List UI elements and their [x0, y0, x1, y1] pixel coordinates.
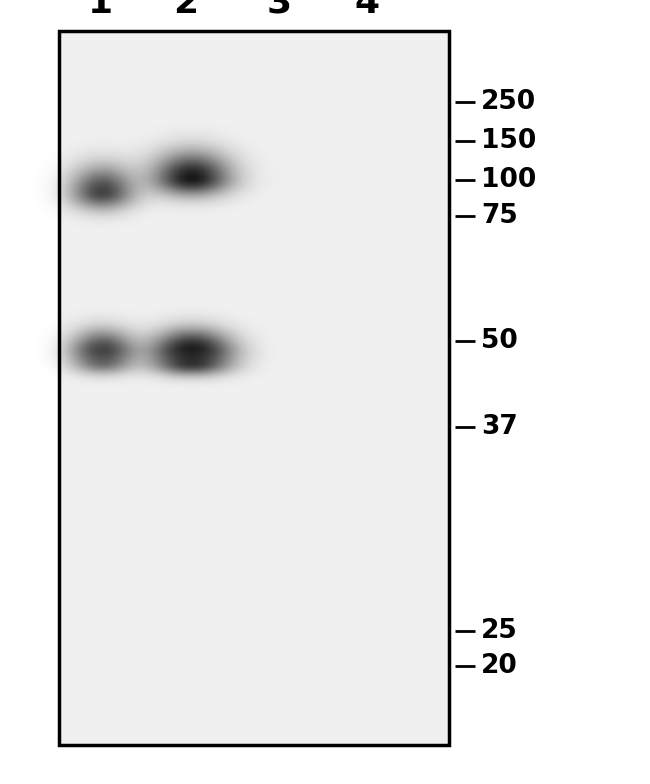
Text: 250: 250	[481, 89, 536, 115]
Text: 3: 3	[267, 0, 292, 20]
Text: 4: 4	[355, 0, 380, 20]
Text: 150: 150	[481, 128, 536, 154]
Text: 75: 75	[481, 202, 518, 229]
Text: 100: 100	[481, 167, 536, 194]
Text: 2: 2	[173, 0, 198, 20]
Bar	[58, 31, 448, 745]
Text: 1: 1	[88, 0, 113, 20]
Text: 50: 50	[481, 328, 518, 354]
Text: 20: 20	[481, 653, 518, 680]
Text: 25: 25	[481, 618, 518, 644]
Text: 37: 37	[481, 414, 518, 441]
